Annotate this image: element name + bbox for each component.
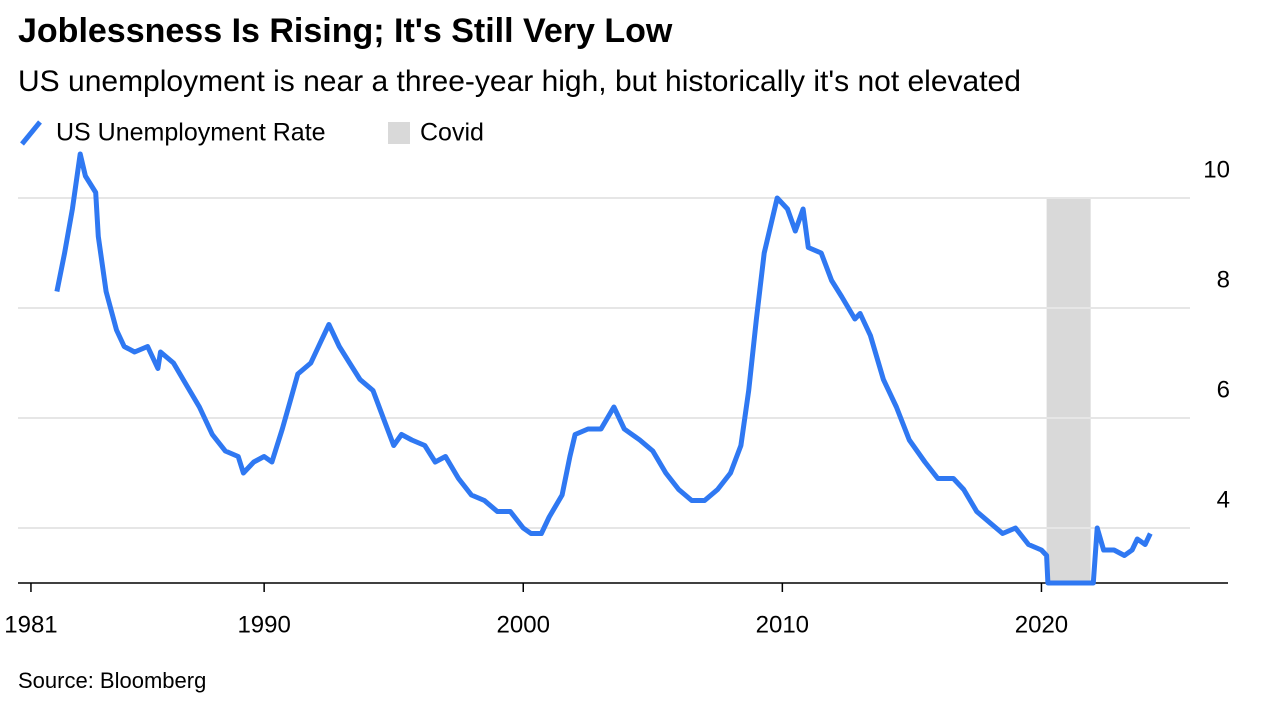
data-line <box>54 151 1153 586</box>
legend-label: US Unemployment Rate <box>56 119 326 147</box>
y-tick-label: 8 <box>1217 266 1230 293</box>
legend-swatch-line <box>20 120 42 146</box>
legend-swatch-band <box>388 122 410 144</box>
y-tick-label: 10 <box>1203 156 1230 183</box>
x-tick-label: 1990 <box>237 611 290 638</box>
source-note: Source: Bloomberg <box>18 668 206 693</box>
covid-band <box>1046 198 1091 583</box>
x-tick-label: 2010 <box>756 611 809 638</box>
chart-title: Joblessness Is Rising; It's Still Very L… <box>18 12 673 50</box>
chart-subtitle: US unemployment is near a three-year hig… <box>18 65 1021 98</box>
y-tick-label: 4 <box>1217 486 1230 513</box>
x-tick-label: 2020 <box>1015 611 1068 638</box>
x-tick-label: 1981 <box>4 611 57 638</box>
x-tick-label: 2000 <box>497 611 550 638</box>
y-tick-label: 6 <box>1217 376 1230 403</box>
legend-label: Covid <box>420 119 484 147</box>
